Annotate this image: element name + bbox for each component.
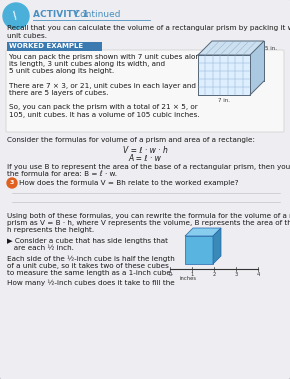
Text: There are 7 × 3, or 21, unit cubes in each layer and: There are 7 × 3, or 21, unit cubes in ea…: [9, 83, 196, 89]
FancyBboxPatch shape: [6, 50, 284, 132]
Circle shape: [7, 178, 17, 188]
Text: So, you can pack the prism with a total of 21 × 5, or: So, you can pack the prism with a total …: [9, 104, 198, 110]
Text: h represents the height.: h represents the height.: [7, 227, 94, 233]
Text: Consider the formulas for volume of a prism and area of a rectangle:: Consider the formulas for volume of a pr…: [7, 137, 255, 143]
Text: Using both of these formulas, you can rewrite the formula for the volume of a re: Using both of these formulas, you can re…: [7, 213, 290, 219]
Polygon shape: [198, 55, 250, 95]
Text: 4: 4: [256, 272, 260, 277]
Text: 0: 0: [168, 272, 172, 277]
Text: its length, 3 unit cubes along its width, and: its length, 3 unit cubes along its width…: [9, 61, 165, 67]
Polygon shape: [250, 41, 264, 95]
Text: 5 unit cubes along its height.: 5 unit cubes along its height.: [9, 68, 114, 74]
Text: 3: 3: [234, 272, 238, 277]
Polygon shape: [213, 228, 221, 264]
Text: Continued: Continued: [71, 10, 121, 19]
Polygon shape: [198, 41, 264, 55]
Text: ACTIVITY 1: ACTIVITY 1: [33, 10, 89, 19]
Text: to measure the same length as a 1-inch cube.: to measure the same length as a 1-inch c…: [7, 270, 173, 276]
Text: Recall that you can calculate the volume of a rectangular prism by packing it wi: Recall that you can calculate the volume…: [7, 25, 290, 31]
Text: How many ½-inch cubes does it take to fill the: How many ½-inch cubes does it take to fi…: [7, 280, 175, 286]
Text: 5 in.: 5 in.: [265, 45, 277, 50]
Text: WORKED EXAMPLE: WORKED EXAMPLE: [9, 44, 83, 50]
Circle shape: [3, 3, 29, 29]
Polygon shape: [185, 236, 213, 264]
Text: there are 5 layers of cubes.: there are 5 layers of cubes.: [9, 90, 108, 96]
Text: 7 in.: 7 in.: [218, 98, 230, 103]
Text: V = ℓ · w · h: V = ℓ · w · h: [123, 146, 167, 155]
Text: 3: 3: [10, 180, 14, 185]
FancyBboxPatch shape: [7, 42, 102, 51]
Polygon shape: [185, 228, 221, 236]
Text: If you use B to represent the area of the base of a rectangular prism, then you : If you use B to represent the area of th…: [7, 164, 290, 170]
Text: the formula for area: B = ℓ · w.: the formula for area: B = ℓ · w.: [7, 171, 117, 177]
Text: unit cubes.: unit cubes.: [7, 33, 47, 39]
Text: Each side of the ½-inch cube is half the length: Each side of the ½-inch cube is half the…: [7, 256, 175, 262]
Text: 1: 1: [190, 272, 194, 277]
Text: A = ℓ · w: A = ℓ · w: [128, 154, 162, 163]
Text: You can pack the prism shown with 7 unit cubes along: You can pack the prism shown with 7 unit…: [9, 54, 204, 60]
Text: inches: inches: [180, 276, 197, 281]
Text: 2: 2: [212, 272, 216, 277]
Text: How does the formula V = Bh relate to the worked example?: How does the formula V = Bh relate to th…: [19, 180, 239, 186]
Text: 105, unit cubes. It has a volume of 105 cubic inches.: 105, unit cubes. It has a volume of 105 …: [9, 111, 200, 117]
Text: are each ½ inch.: are each ½ inch.: [7, 245, 74, 251]
Text: of a unit cube, so it takes two of these cubes: of a unit cube, so it takes two of these…: [7, 263, 169, 269]
Text: /: /: [12, 11, 20, 21]
Text: ▶ Consider a cube that has side lengths that: ▶ Consider a cube that has side lengths …: [7, 238, 168, 244]
Text: prism as V = B · h, where V represents the volume, B represents the area of the : prism as V = B · h, where V represents t…: [7, 220, 290, 226]
